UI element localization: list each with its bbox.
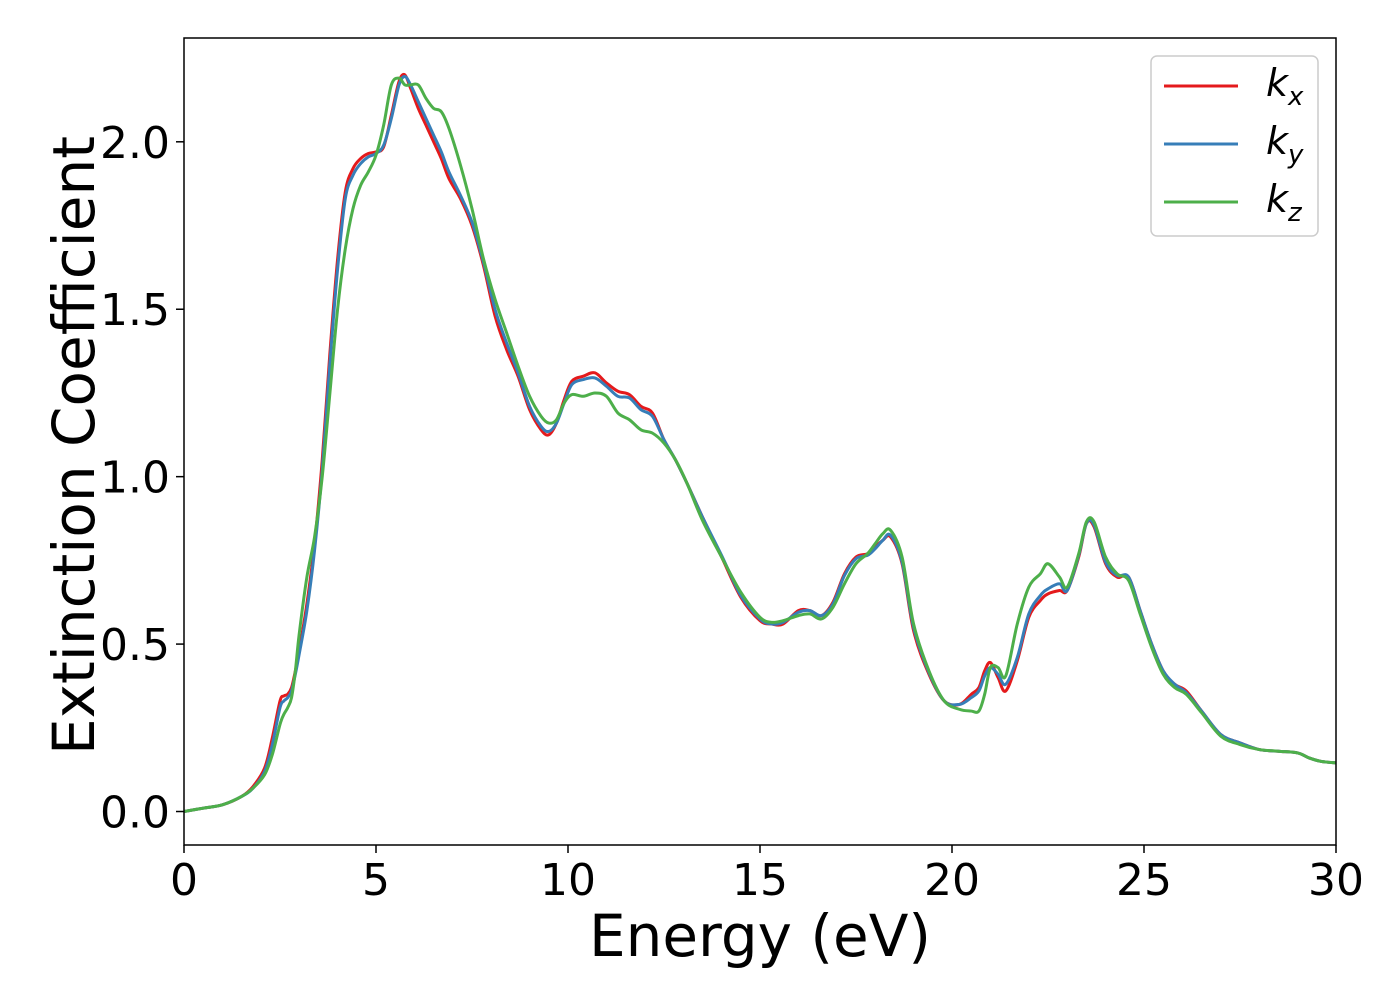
x-tick-label: 15 — [732, 855, 788, 906]
y-tick-label: 0.0 — [100, 788, 170, 839]
x-tick-label: 0 — [170, 855, 198, 906]
y-tick-label: 2.0 — [100, 118, 170, 169]
x-axis-ticks: 0 5 10 15 20 25 30 — [170, 845, 1364, 906]
legend-label-subscript: x — [1287, 82, 1304, 112]
y-axis-label: Extinction Coefficient — [40, 136, 108, 755]
x-tick-label: 10 — [540, 855, 596, 906]
y-tick-label: 1.5 — [100, 285, 170, 336]
legend-label-subscript: y — [1287, 140, 1304, 170]
y-axis-ticks: 0.0 0.5 1.0 1.5 2.0 — [100, 118, 184, 839]
y-tick-label: 1.0 — [100, 453, 170, 504]
series-line-kz — [184, 76, 1336, 814]
x-tick-label: 25 — [1116, 855, 1172, 906]
legend-label: kx — [1266, 61, 1304, 112]
series-layer — [184, 72, 1336, 814]
legend-label-subscript: z — [1287, 198, 1303, 228]
legend-box — [1150, 55, 1319, 237]
x-tick-label: 30 — [1308, 855, 1364, 906]
legend-label-base: k — [1266, 119, 1290, 163]
legend-label-base: k — [1266, 177, 1290, 221]
x-tick-label: 5 — [362, 855, 390, 906]
y-tick-label: 0.5 — [100, 620, 170, 671]
legend-label-base: k — [1266, 61, 1290, 105]
x-axis-label: Energy (eV) — [589, 902, 931, 970]
legend-label: kz — [1266, 177, 1303, 228]
legend-label: ky — [1266, 119, 1304, 170]
x-tick-label: 20 — [924, 855, 980, 906]
